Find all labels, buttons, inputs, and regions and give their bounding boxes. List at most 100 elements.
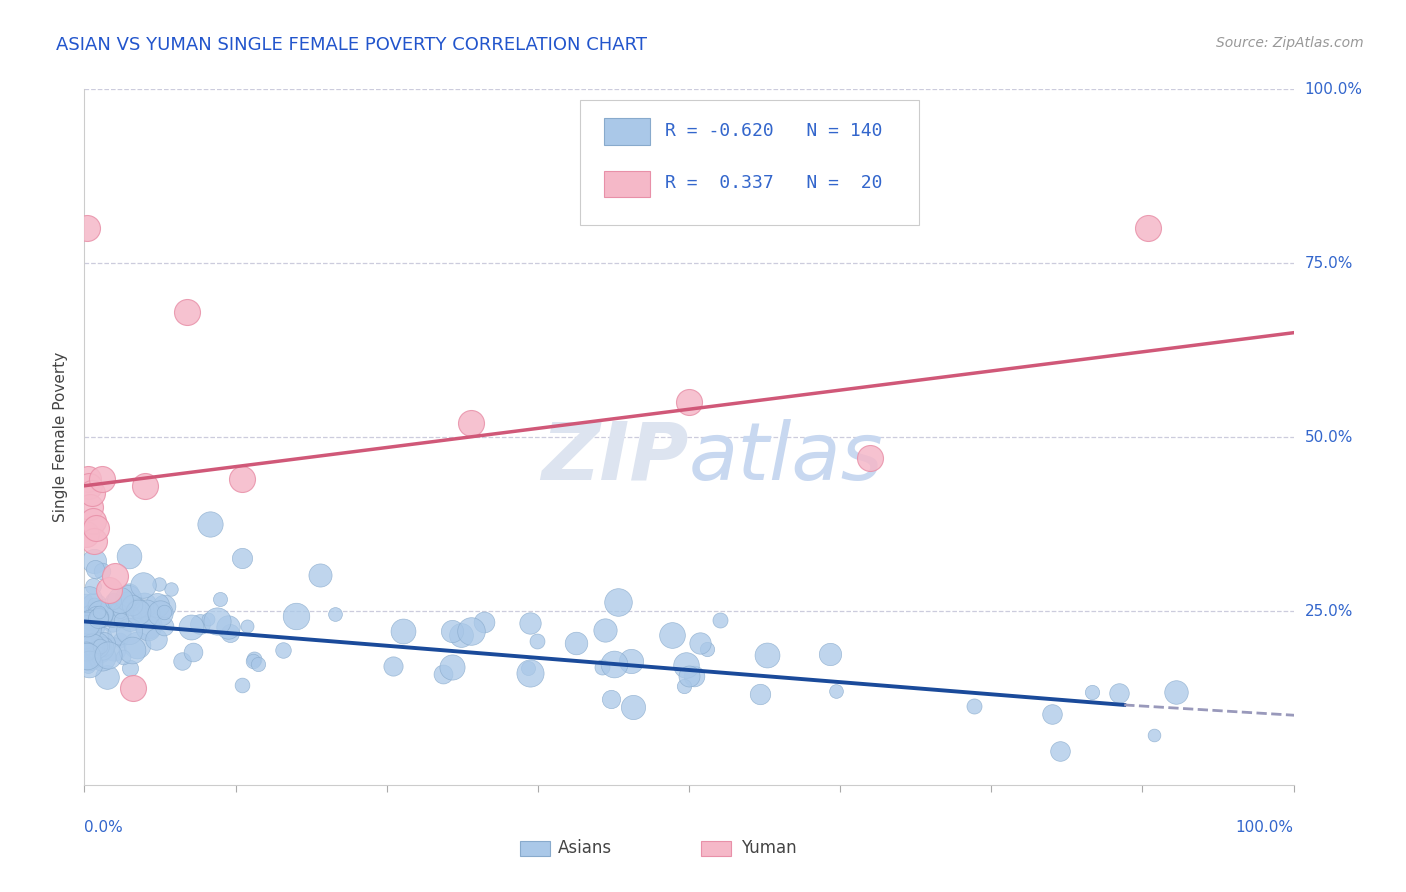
Point [673, 679, 696, 693]
Point [219, 626, 242, 640]
Point [284, 609, 307, 624]
Point [121, 598, 143, 612]
Point [110, 632, 132, 647]
Point [121, 681, 143, 695]
Point [82, 579, 104, 593]
Point [242, 654, 264, 668]
Point [208, 592, 231, 607]
Point [84, 638, 107, 652]
Point [602, 657, 624, 672]
Point [450, 628, 472, 642]
Point [76, 648, 98, 663]
Point [83, 597, 105, 611]
Point [90, 630, 112, 644]
Point [236, 619, 259, 633]
Point [682, 669, 704, 683]
Point [91, 564, 114, 578]
Point [86, 520, 108, 534]
Point [79, 607, 101, 622]
Point [756, 648, 779, 662]
Point [661, 628, 683, 642]
Point [565, 635, 588, 649]
Point [696, 641, 718, 656]
Text: 0.0%: 0.0% [84, 820, 124, 835]
Point [1081, 684, 1104, 698]
Point [392, 624, 415, 638]
Point [127, 601, 149, 615]
Point [77, 657, 100, 671]
Point [138, 621, 160, 635]
Point [104, 569, 127, 583]
Point [621, 700, 644, 714]
Point [149, 606, 172, 620]
Point [91, 472, 114, 486]
Point [90, 643, 112, 657]
Text: 100.0%: 100.0% [1236, 820, 1294, 835]
Point [675, 658, 697, 673]
Point [107, 607, 129, 622]
Text: ASIAN VS YUMAN SINGLE FEMALE POVERTY CORRELATION CHART: ASIAN VS YUMAN SINGLE FEMALE POVERTY COR… [56, 36, 647, 54]
Point [607, 595, 630, 609]
Point [135, 606, 157, 620]
Point [749, 687, 772, 701]
Point [110, 613, 132, 627]
Point [271, 643, 294, 657]
Point [217, 620, 239, 634]
Point [80, 613, 103, 627]
Point [120, 661, 142, 675]
Point [96, 648, 118, 662]
Point [84, 562, 107, 576]
Point [100, 614, 122, 628]
Point [91, 640, 114, 655]
Point [689, 636, 711, 650]
Point [76, 622, 98, 636]
Point [101, 608, 124, 623]
Point [79, 651, 101, 665]
Point [76, 649, 98, 664]
Point [87, 609, 110, 624]
Point [84, 637, 107, 651]
Point [198, 516, 221, 531]
Point [231, 550, 253, 565]
Point [309, 567, 332, 582]
Text: ZIP: ZIP [541, 419, 689, 497]
Point [246, 657, 269, 672]
Point [89, 606, 111, 620]
Bar [702, 840, 731, 856]
Point [441, 660, 464, 674]
Point [76, 622, 98, 636]
Point [441, 624, 464, 638]
Y-axis label: Single Female Poverty: Single Female Poverty [53, 352, 69, 522]
Point [108, 604, 131, 618]
Point [231, 472, 253, 486]
Point [118, 611, 141, 625]
Point [83, 554, 105, 568]
Point [1108, 686, 1130, 700]
Point [79, 500, 101, 514]
Point [90, 645, 112, 659]
Point [709, 613, 731, 627]
Text: Asians: Asians [558, 839, 613, 857]
Point [82, 620, 104, 634]
Point [117, 595, 139, 609]
Point [108, 626, 131, 640]
Point [80, 485, 103, 500]
Point [86, 607, 108, 622]
Point [127, 605, 149, 619]
Point [460, 416, 482, 430]
Point [1137, 221, 1160, 235]
Text: 100.0%: 100.0% [1305, 82, 1362, 96]
Point [132, 578, 155, 592]
Point [620, 654, 643, 668]
Point [82, 514, 104, 528]
Point [77, 472, 100, 486]
Point [87, 607, 110, 622]
Point [153, 605, 176, 619]
Point [190, 616, 212, 631]
Point [472, 615, 495, 629]
Point [118, 586, 141, 600]
FancyBboxPatch shape [581, 100, 918, 225]
Point [108, 593, 131, 607]
Point [205, 615, 228, 629]
Point [75, 527, 97, 541]
